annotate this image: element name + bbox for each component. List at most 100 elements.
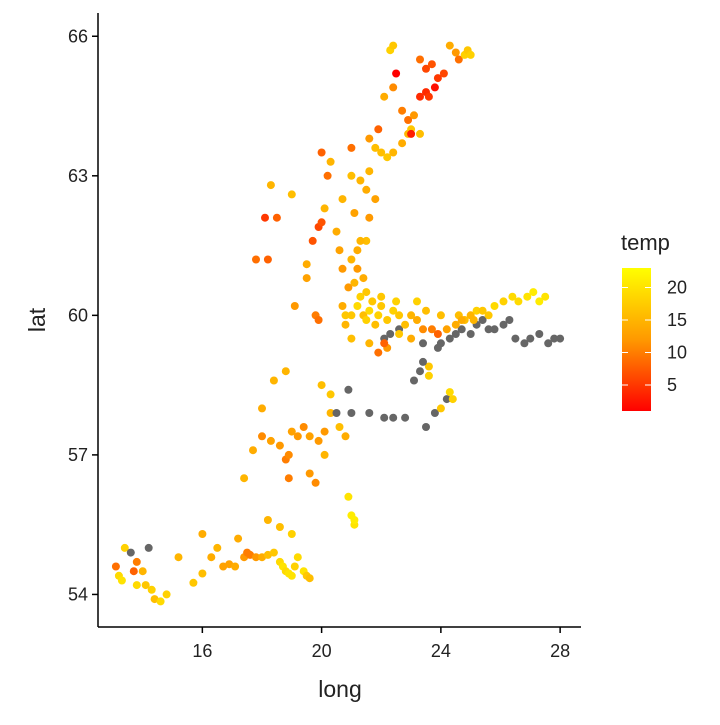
data-point	[424, 371, 433, 380]
legend-colorbar	[622, 268, 651, 411]
data-point	[353, 264, 362, 273]
data-point	[290, 302, 299, 310]
data-point	[442, 395, 451, 404]
data-point	[478, 306, 487, 315]
data-point	[252, 553, 260, 562]
data-point	[335, 246, 344, 255]
data-point	[353, 246, 362, 255]
data-point	[416, 92, 424, 101]
data-point	[359, 274, 368, 283]
data-point	[198, 530, 207, 538]
y-tick-label: 63	[68, 166, 88, 186]
data-point	[499, 320, 508, 329]
data-point	[433, 74, 442, 83]
data-point	[365, 134, 374, 143]
data-point	[356, 292, 365, 301]
data-point	[344, 283, 353, 292]
data-point	[302, 260, 311, 269]
data-point	[466, 50, 475, 59]
data-point	[451, 330, 460, 338]
data-point	[377, 292, 386, 301]
data-point	[395, 311, 404, 320]
data-point	[365, 339, 374, 348]
data-point	[445, 388, 454, 397]
x-tick-label: 24	[431, 641, 451, 661]
data-point	[266, 181, 275, 190]
data-point	[362, 236, 371, 245]
data-point	[422, 64, 430, 73]
data-point	[416, 55, 424, 64]
y-tick-label: 60	[68, 305, 88, 325]
data-point	[299, 423, 308, 431]
data-point	[389, 41, 398, 50]
data-point	[198, 569, 207, 578]
data-point	[362, 185, 371, 194]
data-point	[323, 171, 332, 180]
x-axis-label: long	[318, 676, 361, 702]
data-point	[305, 469, 314, 478]
data-point	[374, 125, 383, 134]
data-point	[404, 116, 413, 124]
data-point	[341, 432, 350, 441]
legend-tick-label: 20	[667, 278, 687, 298]
data-point	[511, 334, 520, 343]
data-point	[451, 320, 460, 329]
data-point	[320, 450, 329, 459]
data-point	[317, 148, 326, 157]
data-point	[252, 255, 260, 264]
data-point	[207, 553, 216, 562]
data-point	[380, 339, 389, 348]
data-point	[269, 376, 278, 385]
data-point	[422, 423, 430, 431]
data-point	[416, 367, 424, 376]
data-point	[141, 581, 150, 590]
data-point	[272, 213, 281, 222]
y-tick-label: 57	[68, 445, 88, 465]
data-point	[347, 409, 356, 417]
data-point	[287, 530, 296, 538]
data-point	[424, 362, 433, 371]
data-point	[407, 129, 416, 138]
data-point	[189, 578, 198, 587]
data-point	[263, 255, 272, 264]
legend-tick-label: 5	[667, 375, 677, 395]
data-point	[439, 69, 448, 78]
data-point	[380, 413, 389, 422]
data-point	[469, 316, 478, 324]
data-point	[341, 320, 350, 329]
legend-title: temp	[621, 230, 670, 255]
data-point	[284, 450, 293, 459]
data-point	[362, 316, 371, 324]
data-point	[281, 367, 290, 376]
data-point	[350, 209, 359, 217]
data-point	[395, 330, 404, 338]
data-point	[535, 330, 544, 338]
y-axis-label: lat	[24, 307, 50, 332]
data-point	[362, 288, 371, 297]
data-point	[371, 195, 380, 204]
data-point	[293, 553, 302, 562]
data-point	[317, 381, 326, 390]
data-point	[556, 334, 565, 343]
x-ticks: 16 20 24 28	[192, 627, 570, 661]
data-point	[472, 306, 481, 315]
data-point	[407, 334, 416, 343]
data-point	[380, 92, 389, 101]
data-point	[413, 316, 421, 324]
data-point	[129, 567, 138, 576]
data-point	[261, 213, 269, 222]
data-point	[174, 553, 183, 562]
data-point	[505, 316, 514, 324]
data-point	[433, 330, 442, 338]
data-point	[314, 316, 323, 324]
data-point	[419, 339, 427, 348]
data-point	[416, 129, 424, 138]
data-point	[287, 571, 296, 580]
data-point	[347, 171, 356, 180]
y-tick-label: 54	[68, 584, 88, 604]
data-point	[138, 567, 147, 576]
data-point	[427, 325, 436, 334]
data-point	[392, 69, 401, 78]
data-point	[344, 385, 353, 394]
data-point	[544, 339, 553, 348]
